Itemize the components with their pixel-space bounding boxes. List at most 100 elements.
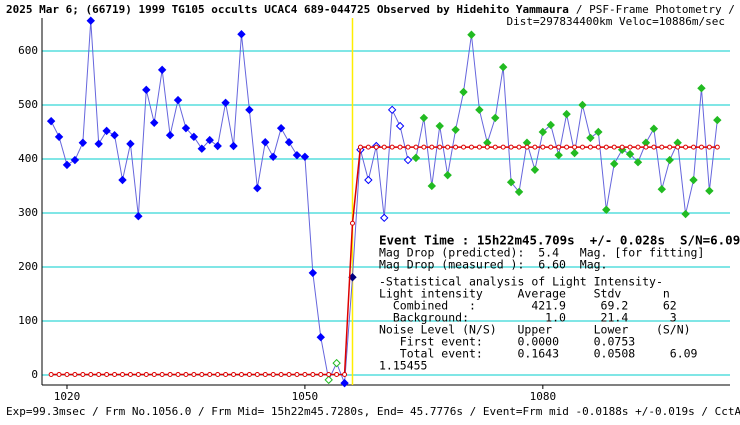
x-tick-label: 1020 [54,390,81,403]
model-point [461,144,467,150]
model-point [714,144,720,150]
annotation: Light intensity Average Stdv n [379,287,670,301]
model-point [88,371,94,377]
data-point [213,141,222,151]
model-point [548,144,554,150]
data-point [197,144,207,153]
data-point [459,87,468,97]
data-point [491,113,500,123]
model-point [223,371,229,377]
data-point [324,375,333,385]
model-point [516,144,522,150]
data-point [276,123,286,133]
model-point [278,371,284,377]
data-point [578,100,587,110]
data-point [498,62,508,72]
model-point [80,371,86,377]
model-point [254,371,260,377]
model-point [389,144,395,150]
model-point [643,144,649,150]
model-point [286,371,292,377]
data-point [268,152,278,162]
model-point [238,371,244,377]
data-point [261,138,270,147]
plot-area: 0 100 200 300 400 500 600 1020 1050 1080 Event Tim… [18,16,740,403]
model-point [357,144,363,150]
data-point [395,121,405,131]
data-point [665,155,674,165]
y-tick-label: 100 [18,314,38,327]
data-point [475,105,484,115]
data-point [514,187,524,197]
model-point [151,371,157,377]
data-point [308,268,318,278]
model-point [421,144,427,150]
model-point [143,371,149,377]
model-point [706,144,712,150]
model-point [231,371,237,377]
model-point [310,371,316,377]
data-point [332,358,341,368]
model-point [524,144,530,150]
data-point [150,118,159,127]
model-point [627,144,633,150]
data-point [46,116,56,126]
data-point [689,175,698,185]
footer: Exp=99.3msec / Frm No.1056.0 / Frm Mid= … [6,405,740,418]
data-point [681,209,690,219]
model-point [603,144,609,150]
model-point [691,144,697,150]
model-point [683,144,689,150]
model-point [334,371,340,377]
model-point [246,371,252,377]
model-point [127,371,133,377]
data-point [126,139,135,149]
data-point [451,125,460,135]
model-point [651,144,657,150]
annotation: 1.15455 [379,359,427,373]
model-point [191,371,197,377]
model-point [500,144,506,150]
model-point [667,144,673,150]
data-point [506,177,516,187]
data-point [157,65,167,75]
y-tick-label: 500 [18,98,38,111]
model-point [508,144,514,150]
y-tick-label: 600 [18,44,38,57]
data-point [586,133,595,143]
model-point [270,371,276,377]
model-point [183,371,189,377]
model-point [437,144,443,150]
data-point [173,95,183,105]
y-tick-label: 300 [18,206,38,219]
model-point [445,144,451,150]
data-point [118,175,127,185]
annotation: Mag Drop (predicted): 5.4 Mag. [for fitt… [379,246,704,260]
model-point [413,144,419,150]
data-point [530,165,540,174]
data-point [562,109,571,119]
model-point [294,371,300,377]
data-point [380,213,389,223]
model-point [675,144,681,150]
data-point [657,185,667,194]
model-point [611,144,617,150]
model-point [572,144,578,150]
data-point [435,121,444,131]
annotation: Background: 1.0 21.4 3 [379,311,677,325]
data-point [697,84,706,93]
data-point [86,16,95,25]
annotation: Event Time : 15h22m45.709s +/- 0.028s S/… [379,233,740,248]
data-point [102,126,111,136]
data-point [142,85,151,95]
data-point [610,159,619,169]
x-tick-label: 1050 [292,390,319,403]
data-point [713,115,722,125]
data-point [300,152,310,162]
data-point [54,132,64,142]
data-point [205,135,214,145]
model-point [119,371,125,377]
title-text: 2025 Mar 6; (66719) 1999 TG105 occults U… [6,3,569,16]
model-point [564,144,570,150]
model-point [381,144,387,150]
